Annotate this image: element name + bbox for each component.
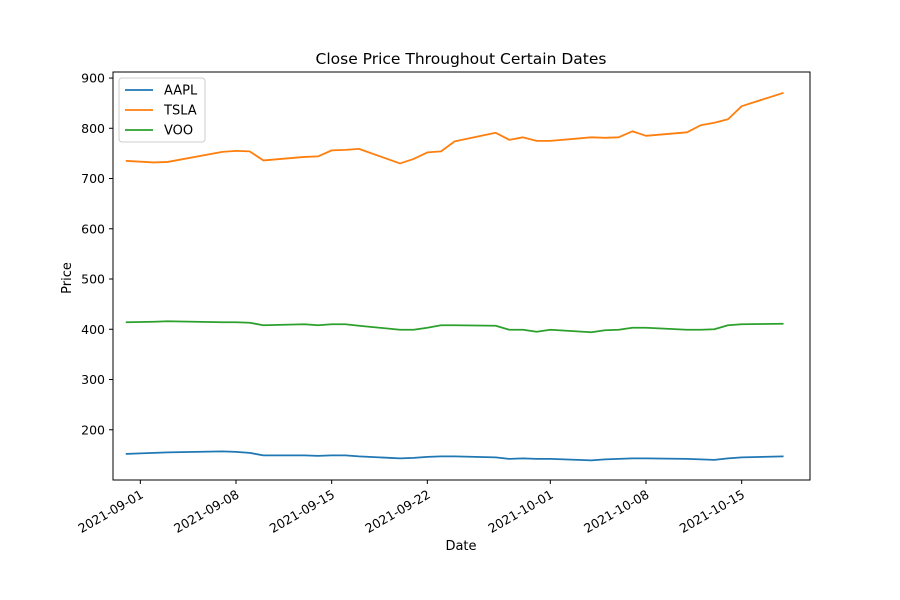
x-axis-label: Date [445,539,476,554]
legend-label-aapl: AAPL [164,84,198,99]
plot-frame [112,71,811,481]
y-axis: 200 300 400 500 600 700 800 900 [81,71,113,437]
series-line-aapl [125,450,784,462]
y-tick-label: 300 [81,372,105,387]
legend-label-tsla: TSLA [163,104,197,119]
chart-title: Close Price Throughout Certain Dates [316,50,607,68]
legend: AAPL TSLA VOO [118,77,206,143]
y-tick-label: 200 [81,422,105,437]
y-tick-label: 800 [81,121,105,136]
series-layer [125,91,784,462]
y-tick-label: 600 [81,221,105,236]
series-line-tsla [125,91,784,165]
y-tick-label: 900 [81,71,105,86]
y-tick-label: 400 [81,322,105,337]
series-line-voo [125,320,784,334]
y-axis-label: Price [60,262,75,294]
y-tick-label: 700 [81,171,105,186]
y-tick-label: 500 [81,272,105,287]
legend-label-voo: VOO [164,124,193,139]
legend-box [118,77,206,143]
